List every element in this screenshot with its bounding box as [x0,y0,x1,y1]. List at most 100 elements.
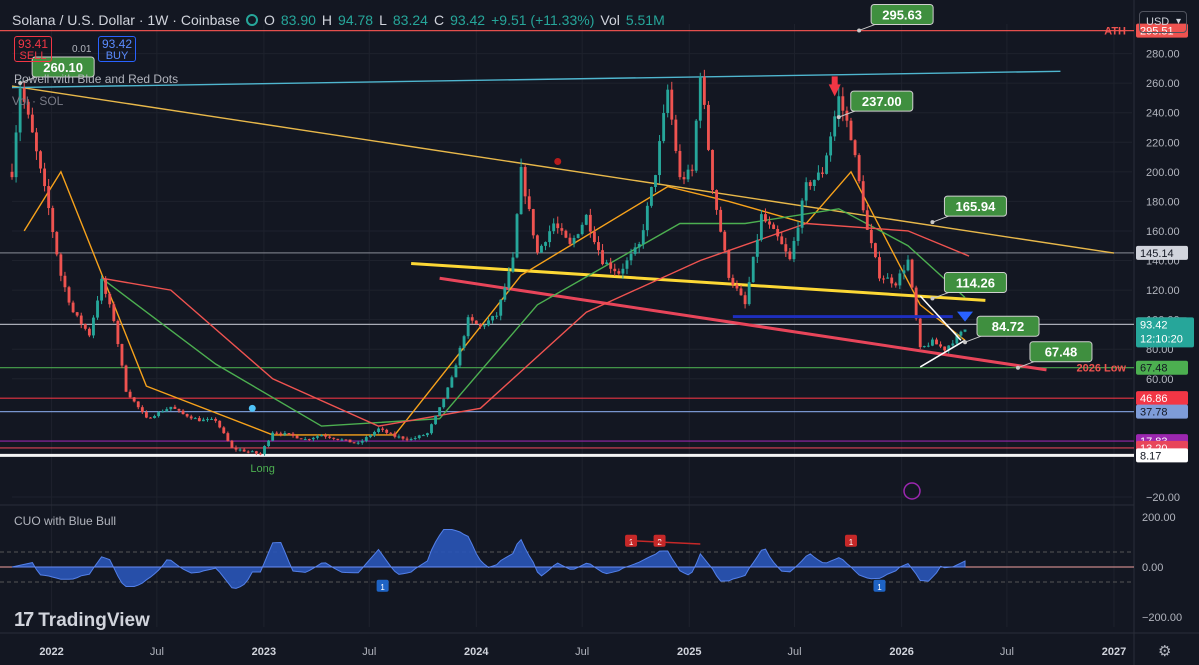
candle-body [588,214,592,232]
candle-body [87,328,91,336]
candle-body [63,275,67,288]
candle-body [336,438,340,440]
candle-body [495,315,499,317]
candle-body [35,132,38,152]
indicator-legend-oscillator[interactable]: CUO with Blue Bull [14,514,117,528]
candle-body [849,120,853,141]
candle-body [438,407,442,416]
candle-body [894,283,898,286]
candle-body [165,409,169,412]
candle-body [120,344,124,366]
candle-body [666,89,670,114]
candle-body [26,101,30,115]
candle-body [43,168,47,187]
annotation-anchor [18,80,23,85]
candle-body [816,172,820,180]
annotation-label: 67.48 [1045,345,1078,360]
market-status-icon [245,14,258,26]
candle-body [800,200,804,228]
x-tick-label: Jul [362,646,376,658]
candle-body [470,317,474,321]
osc-y-tick-label: 200.00 [1142,512,1176,524]
level-tag-3 [1136,360,1188,375]
candle-body [751,256,755,283]
candle-body [882,278,885,280]
candle-body [340,439,344,441]
annotation-label: 114.26 [956,276,995,291]
candle-body [128,391,132,398]
annotation-pointer [932,215,949,223]
level-tag-8 [1136,448,1188,463]
candle-body [731,277,735,285]
candle-body [417,435,421,439]
candle-body [79,315,83,325]
annotation-pointer [838,110,855,118]
candle-body [686,169,690,180]
x-tick-label: 2024 [464,646,489,658]
y-tick-label: 120.00 [1146,285,1180,297]
spread-value: 0.01 [72,44,92,55]
candle-body [238,449,242,451]
candle-body [963,329,967,332]
candle-body [153,416,156,418]
candle-body [385,429,389,433]
candle-body [246,451,250,453]
candle-body [22,88,26,102]
candle-body [425,433,429,436]
current-price-label: 93.42 [1140,319,1168,331]
buy-label: BUY [105,50,129,62]
annotation-label: 260.10 [43,60,83,75]
candle-body [869,229,873,244]
candle-body [458,347,462,366]
candle-body [747,282,751,305]
candle-body [169,406,173,410]
oscillator-marker [653,534,666,547]
osc-y-tick-label: −200.00 [1142,612,1182,624]
candle-body [540,245,543,253]
candle-body [906,259,910,271]
candle-body [197,418,201,422]
wedge-lower [919,339,966,368]
annotation-anchor [1015,365,1020,370]
symbol-title[interactable]: Solana / U.S. Dollar · 1W · Coinbase [12,12,240,28]
level-tag-label: 67.48 [1140,363,1168,375]
low-label: L [379,12,387,28]
candle-body [690,169,694,171]
currency-select[interactable]: USD [1139,11,1187,33]
candle-body [853,140,857,156]
candle-body [124,365,128,392]
candle-body [584,214,588,225]
sell-button[interactable]: 93.41 SELL [14,36,52,62]
candle-body [381,428,385,430]
annotation-anchor [930,220,935,225]
candle-body [320,435,323,437]
gear-icon[interactable]: ⚙ [1158,643,1172,660]
candle-body [434,415,437,425]
candle-body [116,320,120,345]
level-text: ATH [1104,26,1126,38]
tradingview-wordmark: TradingView [38,609,150,631]
candle-body [311,437,315,440]
level-text: 2026 Low [1076,363,1126,375]
indicator-legend-volume[interactable]: Vol · SOL [12,94,64,108]
candle-body [389,432,393,434]
candle-body [10,171,14,178]
candle-body [356,442,360,444]
candle-body [572,237,576,244]
candle-body [299,438,303,440]
oscillator-area [11,529,966,589]
y-tick-label: 180.00 [1146,196,1180,208]
annotation-3: 165.94 [930,195,1007,225]
buy-price: 93.42 [101,37,133,51]
candle-body [14,132,18,178]
candle-body [837,96,841,117]
candle-body [259,453,262,455]
candle-body [450,377,454,388]
open-value: 83.90 [280,12,316,28]
candle-body [556,223,560,229]
candle-body [291,433,295,436]
buy-button[interactable]: 93.42 BUY [98,36,136,62]
indicator-legend-main[interactable]: Powell with Blue and Red Dots [14,72,179,86]
level-tag-1 [1136,245,1188,260]
